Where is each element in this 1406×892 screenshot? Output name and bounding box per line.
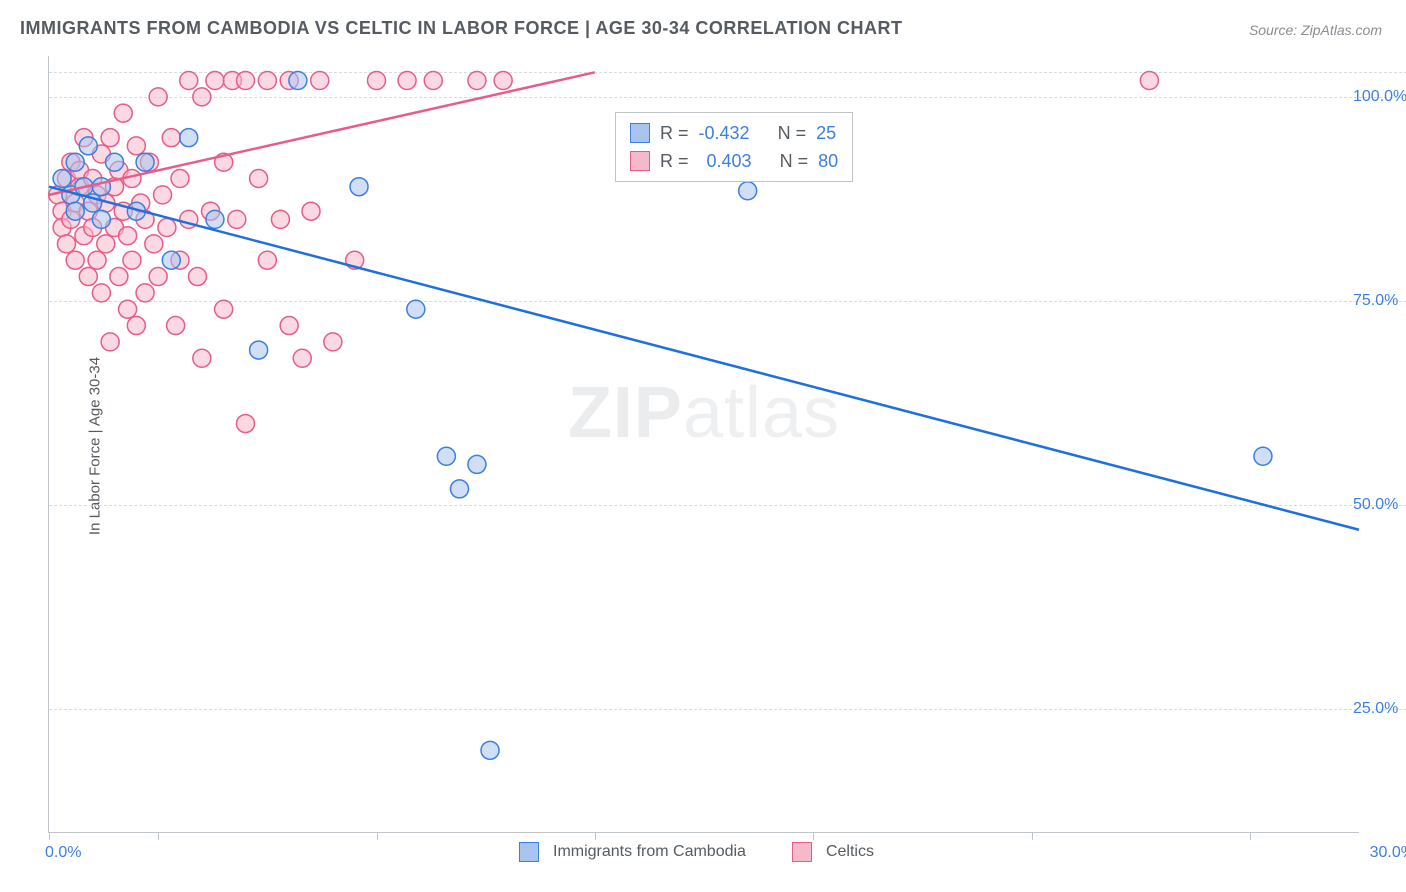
celtic-regression-line [49, 72, 595, 195]
scatter-chart: ZIPatlas 25.0%50.0%75.0%100.0% 0.0% 30.0… [48, 56, 1359, 833]
celtic-point [101, 333, 119, 351]
cambodia-point [106, 153, 124, 171]
y-tick-label: 25.0% [1353, 700, 1406, 718]
cambodia-point [407, 300, 425, 318]
celtic-point [258, 251, 276, 269]
celtic-point [110, 268, 128, 286]
celtic-point [127, 317, 145, 335]
celtic-point [206, 72, 224, 90]
celtic-point [193, 349, 211, 367]
celtic-point [250, 170, 268, 188]
r-label: R = [660, 147, 689, 175]
celtic-point [154, 186, 172, 204]
source-attribution: Source: ZipAtlas.com [1249, 22, 1382, 38]
cambodia-point [162, 251, 180, 269]
correlation-legend: R = -0.432 N = 25 R = 0.403 N = 80 [615, 112, 853, 182]
celtic-point [123, 251, 141, 269]
cambodia-point [250, 341, 268, 359]
x-max-label: 30.0% [1370, 844, 1406, 862]
cambodia-point [206, 210, 224, 228]
y-tick-label: 100.0% [1353, 88, 1406, 106]
legend-row: R = 0.403 N = 80 [630, 147, 838, 175]
celtic-point [79, 268, 97, 286]
cambodia-point [66, 153, 84, 171]
celtic-point [158, 219, 176, 237]
celtic-point [162, 129, 180, 147]
celtic-point [127, 137, 145, 155]
cambodia-point [468, 455, 486, 473]
r-value: 0.403 [699, 147, 752, 175]
celtic-point [119, 227, 137, 245]
n-label: N = [780, 147, 809, 175]
celtic-point [398, 72, 416, 90]
y-tick-label: 75.0% [1353, 292, 1406, 310]
n-value: 80 [818, 147, 838, 175]
celtic-point [280, 317, 298, 335]
celtic-point [293, 349, 311, 367]
celtic-point [101, 129, 119, 147]
y-tick-label: 50.0% [1353, 496, 1406, 514]
legend-label: Immigrants from Cambodia [553, 843, 746, 861]
celtic-point [145, 235, 163, 253]
swatch-icon [630, 151, 650, 171]
cambodia-regression-line [49, 187, 1359, 530]
page-title: IMMIGRANTS FROM CAMBODIA VS CELTIC IN LA… [20, 18, 903, 39]
cambodia-point [350, 178, 368, 196]
celtic-point [258, 72, 276, 90]
celtic-point [119, 300, 137, 318]
cambodia-point [79, 137, 97, 155]
celtic-point [237, 72, 255, 90]
celtic-point [149, 268, 167, 286]
celtic-point [424, 72, 442, 90]
r-label: R = [660, 119, 689, 147]
celtic-point [324, 333, 342, 351]
celtic-point [237, 415, 255, 433]
cambodia-point [136, 153, 154, 171]
x-origin-label: 0.0% [45, 844, 81, 862]
cambodia-point [739, 182, 757, 200]
celtic-point [228, 210, 246, 228]
n-label: N = [778, 119, 807, 147]
celtic-point [494, 72, 512, 90]
celtic-point [136, 284, 154, 302]
swatch-icon [519, 842, 539, 862]
celtic-point [180, 72, 198, 90]
celtic-point [302, 202, 320, 220]
legend-label: Celtics [826, 843, 874, 861]
swatch-icon [792, 842, 812, 862]
cambodia-point [437, 447, 455, 465]
cambodia-point [289, 72, 307, 90]
legend-row: R = -0.432 N = 25 [630, 119, 838, 147]
celtic-point [368, 72, 386, 90]
cambodia-point [92, 178, 110, 196]
celtic-point [271, 210, 289, 228]
cambodia-point [92, 210, 110, 228]
celtic-point [188, 268, 206, 286]
celtic-point [1140, 72, 1158, 90]
celtic-point [149, 88, 167, 106]
celtic-point [167, 317, 185, 335]
celtic-point [88, 251, 106, 269]
cambodia-point [180, 129, 198, 147]
celtic-point [193, 88, 211, 106]
celtic-point [57, 235, 75, 253]
celtic-point [311, 72, 329, 90]
cambodia-point [1254, 447, 1272, 465]
celtic-point [97, 235, 115, 253]
cambodia-point [481, 741, 499, 759]
series-legend: Immigrants from Cambodia Celtics [519, 842, 874, 862]
cambodia-point [66, 202, 84, 220]
cambodia-point [53, 170, 71, 188]
n-value: 25 [816, 119, 836, 147]
swatch-icon [630, 123, 650, 143]
celtic-point [92, 284, 110, 302]
celtic-point [468, 72, 486, 90]
celtic-point [66, 251, 84, 269]
cambodia-point [450, 480, 468, 498]
celtic-point [114, 104, 132, 122]
celtic-point [171, 170, 189, 188]
celtic-point [215, 300, 233, 318]
r-value: -0.432 [699, 119, 750, 147]
